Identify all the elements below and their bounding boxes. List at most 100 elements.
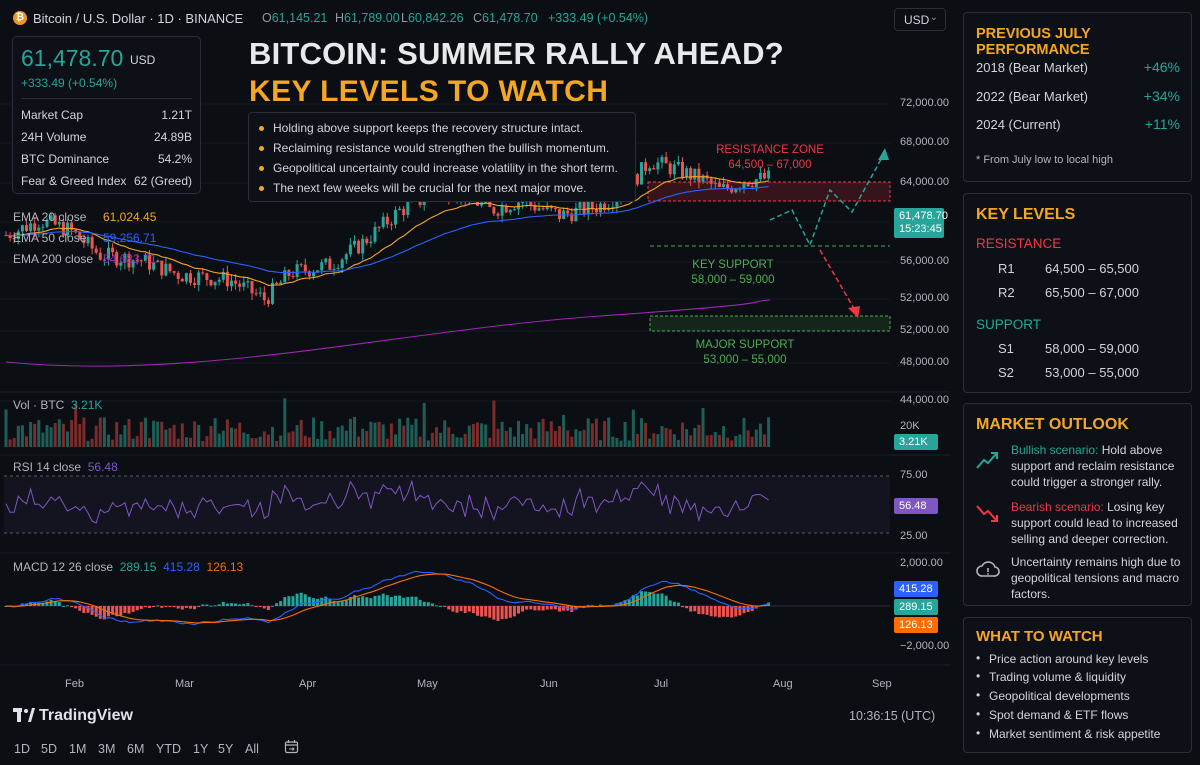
volume-bar: [328, 430, 332, 447]
period-1y[interactable]: 1Y: [193, 742, 209, 756]
price-chart[interactable]: [0, 36, 950, 696]
macd-histogram-bar: [385, 595, 389, 606]
macd-histogram-bar: [689, 606, 693, 612]
candle-body: [644, 162, 648, 172]
candle-body: [176, 272, 180, 279]
currency-select[interactable]: USD ⌄: [894, 8, 946, 31]
macd-histogram-bar: [455, 606, 459, 613]
note-item: The next few weeks will be crucial for t…: [259, 181, 586, 195]
macd-legend[interactable]: MACD 12 26 close 289.15 415.28 126.13: [13, 560, 244, 574]
candle-body: [123, 253, 127, 263]
period-5y[interactable]: 5Y: [218, 742, 234, 756]
period-6m[interactable]: 6M: [127, 742, 145, 756]
volume-bar: [459, 437, 463, 447]
candle-body: [693, 168, 697, 180]
volume-bar: [197, 424, 201, 447]
volume-bar: [295, 425, 299, 447]
candle-body: [722, 184, 725, 187]
volume-bar: [312, 417, 315, 447]
volume-bar: [258, 436, 262, 447]
chevron-down-icon: ⌄: [929, 12, 938, 23]
macd-histogram-bar: [279, 601, 283, 606]
volume-bar: [410, 424, 414, 447]
candle-body: [570, 213, 574, 222]
macd-histogram-bar: [336, 602, 340, 606]
macd-histogram-bar: [348, 597, 352, 606]
volume-bar: [152, 420, 156, 447]
volume-legend[interactable]: Vol · BTC 3.21K: [13, 398, 103, 412]
time-axis-label: Mar: [175, 678, 194, 690]
ema-20-legend[interactable]: EMA 20 close 61,024.45: [13, 210, 157, 224]
macd-histogram-bar: [471, 606, 475, 614]
price-axis-label: 52,000.00: [900, 292, 949, 304]
calendar-range-icon[interactable]: [284, 739, 299, 754]
volume-bar: [504, 430, 508, 447]
volume-bar: [656, 434, 660, 447]
volume-bar: [603, 421, 607, 447]
what-to-watch-panel: WHAT TO WATCH Price action around key le…: [963, 617, 1192, 753]
macd-histogram-bar: [217, 604, 221, 606]
tradingview-logo[interactable]: TradingView: [13, 706, 133, 725]
trend-down-arrow-icon: [976, 505, 998, 522]
volume-bar: [730, 440, 734, 447]
macd-histogram-bar: [86, 606, 90, 613]
macd-histogram-bar: [119, 606, 123, 616]
ema-50-legend[interactable]: EMA 50 close 59,256.71: [13, 231, 157, 245]
candle-body: [750, 186, 754, 188]
july-performance-panel: PREVIOUS JULY PERFORMANCE 2018 (Bear Mar…: [963, 12, 1192, 182]
volume-bar: [664, 427, 668, 447]
period-5d[interactable]: 5D: [41, 742, 57, 756]
symbol-name[interactable]: Bitcoin / U.S. Dollar · 1D · BINANCE: [33, 11, 244, 26]
candle-body: [148, 254, 151, 270]
macd-histogram-bar: [275, 603, 279, 606]
macd-histogram-bar: [738, 606, 742, 616]
macd-histogram-bar: [230, 603, 233, 606]
volume-bar: [689, 435, 693, 447]
candle-body: [758, 172, 762, 180]
candle-body: [332, 268, 336, 270]
candle-body: [730, 188, 734, 193]
ohlc-change: +333.49 (+0.54%): [548, 11, 649, 25]
volume-bar: [623, 422, 627, 447]
period-1d[interactable]: 1D: [14, 742, 30, 756]
volume-bar: [672, 434, 676, 447]
period-ytd[interactable]: YTD: [156, 742, 181, 756]
candle-body: [685, 168, 689, 178]
macd-histogram-bar: [373, 595, 377, 606]
period-3m[interactable]: 3M: [98, 742, 116, 756]
candle-body: [558, 209, 561, 220]
period-1m[interactable]: 1M: [69, 742, 87, 756]
price-axis-label: 64,000.00: [900, 176, 949, 188]
volume-bar: [234, 428, 238, 447]
perf-footnote: * From July low to local high: [976, 154, 1113, 166]
candle-body: [521, 202, 525, 204]
volume-bar: [426, 440, 430, 447]
macd-histogram-bar: [656, 593, 660, 606]
candle-body: [508, 210, 512, 213]
candle-body: [271, 282, 274, 304]
ema-200-legend[interactable]: EMA 200 close 54,683.71: [13, 252, 157, 266]
volume-bar: [12, 438, 16, 447]
volume-bar: [574, 429, 578, 447]
period-all[interactable]: All: [245, 742, 259, 756]
volume-bar: [37, 420, 41, 447]
watch-item: Price action around key levels: [976, 651, 1148, 666]
rsi-legend[interactable]: RSI 14 close 56.48: [13, 460, 118, 474]
candle-body: [377, 226, 381, 228]
utc-clock[interactable]: 10:36:15 (UTC): [849, 709, 936, 723]
perf-row-2022: 2022 (Bear Market) +34%: [976, 88, 1180, 104]
volume-bar: [20, 425, 24, 447]
volume-bar: [566, 430, 570, 447]
volume-bar: [648, 438, 652, 447]
candle-body: [615, 199, 619, 207]
panel-title: KEY LEVELS: [976, 206, 1076, 223]
level-s1: S1 58,000 – 59,000: [998, 341, 1139, 356]
macd-histogram-bar: [541, 606, 545, 611]
watch-item: Trading volume & liquidity: [976, 669, 1126, 684]
macd-histogram-bar: [553, 606, 557, 610]
macd-histogram-bar: [353, 595, 356, 606]
major-support-zone: [649, 315, 891, 332]
macd-histogram-bar: [164, 606, 168, 607]
volume-bar: [681, 422, 684, 447]
macd-histogram-bar: [463, 606, 467, 614]
